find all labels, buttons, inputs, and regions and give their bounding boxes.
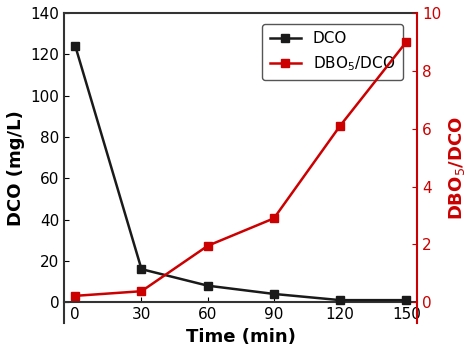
DBO$_5$/DCO <box>271 216 277 220</box>
DCO <box>403 298 409 302</box>
DCO <box>337 298 343 302</box>
Line: DCO: DCO <box>71 42 410 304</box>
DCO <box>73 44 78 48</box>
DCO <box>138 267 144 271</box>
Line: DBO$_5$/DCO: DBO$_5$/DCO <box>71 38 410 300</box>
DCO <box>205 284 210 288</box>
X-axis label: Time (min): Time (min) <box>186 328 296 346</box>
Y-axis label: DCO (mg/L): DCO (mg/L) <box>7 110 25 226</box>
DCO <box>271 292 277 296</box>
Y-axis label: DBO$_5$/DCO: DBO$_5$/DCO <box>447 116 467 220</box>
DBO$_5$/DCO <box>403 40 409 44</box>
DBO$_5$/DCO <box>73 294 78 298</box>
Legend: DCO, DBO$_5$/DCO: DCO, DBO$_5$/DCO <box>263 24 403 80</box>
DBO$_5$/DCO <box>138 289 144 293</box>
DBO$_5$/DCO <box>337 124 343 128</box>
DBO$_5$/DCO <box>205 244 210 248</box>
